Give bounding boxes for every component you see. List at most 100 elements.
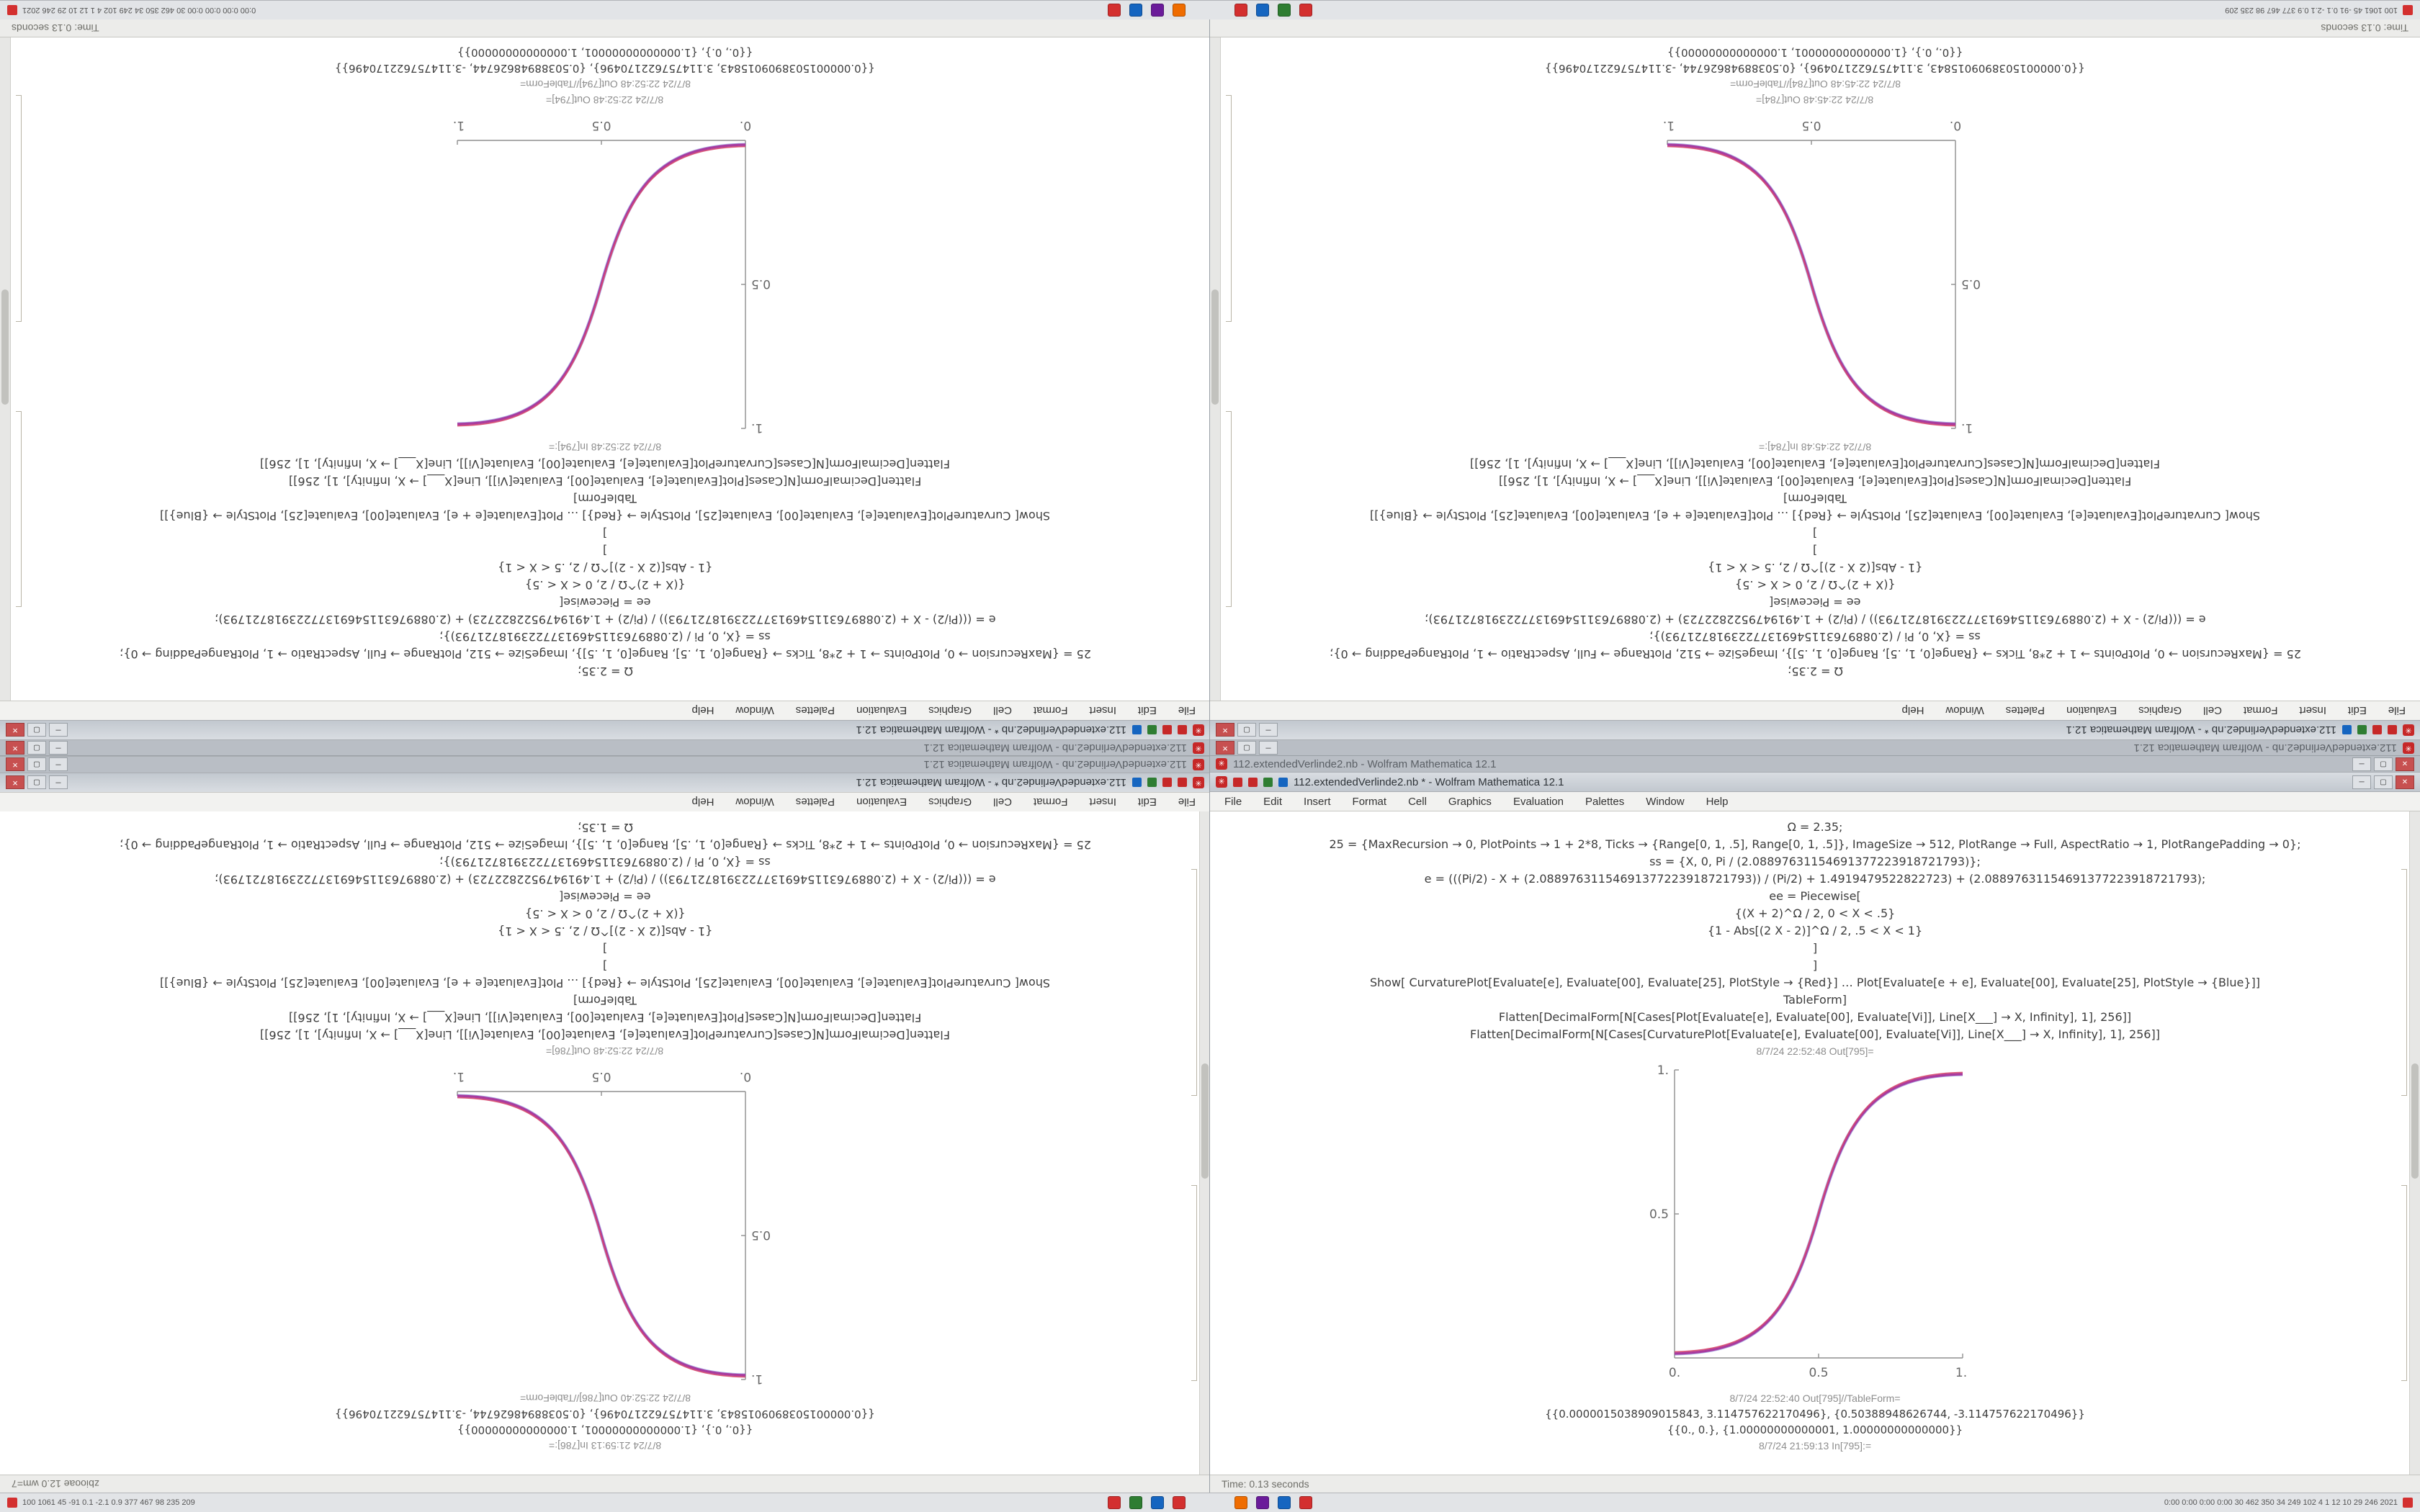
menu-item-format[interactable]: Format xyxy=(1352,795,1387,808)
titlebar-badge-icon[interactable] xyxy=(1162,778,1172,788)
input-code-line[interactable]: Flatten[DecimalForm[N[Cases[Plot[Evaluat… xyxy=(1498,1010,2132,1024)
input-code-line[interactable]: e = (((Pi/2) - X + (2.088976311546913772… xyxy=(214,873,996,886)
input-code-line[interactable]: {(X + 2)^Ω / 2, 0 < X < .5} xyxy=(524,578,686,592)
input-code-line[interactable]: Flatten[DecimalForm[N[Cases[Plot[Evaluat… xyxy=(1498,474,2132,488)
input-code-line[interactable]: ] xyxy=(1812,941,1818,955)
input-code-line[interactable]: ] xyxy=(1812,958,1818,972)
taskbar-app-icon[interactable] xyxy=(1173,1496,1186,1509)
menu-item-graphics[interactable]: Graphics xyxy=(2138,704,2182,717)
minimize-button[interactable]: ─ xyxy=(49,775,68,790)
scrollbar[interactable] xyxy=(1199,811,1210,1475)
window-titlebar-background[interactable]: ✳ 112.extendedVerlinde2.nb - Wolfram Mat… xyxy=(0,756,1210,773)
input-code-line[interactable]: ss = {X, 0, Pi / (2.08897631154691377223… xyxy=(1649,855,1981,868)
menu-item-graphics[interactable]: Graphics xyxy=(928,796,972,809)
menu-item-file[interactable]: File xyxy=(2388,704,2406,717)
window-titlebar-background[interactable]: ✳ 112.extendedVerlinde2.nb - Wolfram Mat… xyxy=(1210,739,2420,756)
input-code-line[interactable]: {1 - Abs[(2 X - 2)]^Ω / 2, .5 < X < 1} xyxy=(497,561,713,575)
menu-item-evaluation[interactable]: Evaluation xyxy=(1512,795,1564,808)
taskbar-app-icon[interactable] xyxy=(1256,1496,1269,1509)
cell-bracket[interactable] xyxy=(1191,1184,1197,1381)
titlebar-badge-icon[interactable] xyxy=(1233,777,1242,787)
input-code-line[interactable]: Show[ CurvaturePlot[Evaluate[e], Evaluat… xyxy=(1369,976,2261,989)
cell-bracket[interactable] xyxy=(16,95,22,322)
scrollbar-thumb[interactable] xyxy=(2411,1063,2419,1179)
input-code-line[interactable]: 25 = {MaxRecursion → 0, PlotPoints → 1 +… xyxy=(1329,837,2301,851)
input-omega-line[interactable]: Ω = 2.35; xyxy=(1787,665,1843,678)
taskbar-app-icon[interactable] xyxy=(1151,4,1164,17)
menu-item-file[interactable]: File xyxy=(1178,704,1196,717)
titlebar-badge-icon[interactable] xyxy=(1162,725,1172,735)
menu-item-format[interactable]: Format xyxy=(1033,796,1068,809)
cell-bracket[interactable] xyxy=(1226,410,1232,607)
maximize-button[interactable]: ▢ xyxy=(1237,741,1256,755)
titlebar-badge-icon[interactable] xyxy=(1132,725,1142,735)
input-code-line[interactable]: {(X + 2)^Ω / 2, 0 < X < .5} xyxy=(1734,906,1896,920)
input-code-line[interactable]: {(X + 2)^Ω / 2, 0 < X < .5} xyxy=(1734,578,1896,592)
cell-bracket[interactable] xyxy=(16,410,22,607)
tray-app-icon[interactable] xyxy=(2403,5,2413,15)
input-code-line[interactable]: Show[ CurvaturePlot[Evaluate[e], Evaluat… xyxy=(1369,509,2261,523)
minimize-button[interactable]: ─ xyxy=(2352,775,2371,789)
menu-item-evaluation[interactable]: Evaluation xyxy=(856,796,908,809)
menu-item-format[interactable]: Format xyxy=(1033,704,1068,717)
menu-item-insert[interactable]: Insert xyxy=(1089,796,1116,809)
taskbar-app-icon[interactable] xyxy=(1173,4,1186,17)
titlebar-badge-icon[interactable] xyxy=(1132,778,1142,788)
maximize-button[interactable]: ▢ xyxy=(27,757,46,772)
taskbar-app-icon[interactable] xyxy=(1278,4,1291,17)
titlebar-badge-icon[interactable] xyxy=(1178,778,1187,788)
menu-item-edit[interactable]: Edit xyxy=(1137,704,1157,717)
menu-item-format[interactable]: Format xyxy=(2243,704,2278,717)
taskbar-app-icon[interactable] xyxy=(1151,1496,1164,1509)
menu-item-cell[interactable]: Cell xyxy=(1408,795,1427,808)
menu-item-palettes[interactable]: Palettes xyxy=(795,704,835,717)
input-code-line[interactable]: Show[ CurvaturePlot[Evaluate[e], Evaluat… xyxy=(159,976,1051,990)
close-button[interactable]: ✕ xyxy=(1216,741,1234,755)
menu-item-cell[interactable]: Cell xyxy=(993,796,1012,809)
taskbar-app-icon[interactable] xyxy=(1278,1496,1291,1509)
menu-item-evaluation[interactable]: Evaluation xyxy=(856,704,908,717)
input-code-line[interactable]: ss = {X, 0, Pi / (2.08897631154691377223… xyxy=(439,630,771,644)
input-code-line[interactable]: e = (((Pi/2) - X + (2.088976311546913772… xyxy=(214,613,996,626)
input-code-line[interactable]: Flatten[DecimalForm[N[Cases[CurvaturePlo… xyxy=(260,1028,950,1042)
menu-item-window[interactable]: Window xyxy=(1945,704,1984,717)
input-code-line[interactable]: ] xyxy=(1812,526,1818,540)
cell-bracket[interactable] xyxy=(2401,869,2407,1096)
input-code-line[interactable]: TableForm] xyxy=(573,492,637,505)
titlebar-badge-icon[interactable] xyxy=(2372,725,2382,735)
cell-bracket[interactable] xyxy=(1226,95,1232,322)
minimize-button[interactable]: ─ xyxy=(1259,723,1278,737)
menu-item-window[interactable]: Window xyxy=(735,704,774,717)
input-code-line[interactable]: Flatten[DecimalForm[N[Cases[CurvaturePlo… xyxy=(260,457,950,471)
menu-item-help[interactable]: Help xyxy=(1706,795,1729,808)
input-code-line[interactable]: 25 = {MaxRecursion → 0, PlotPoints → 1 +… xyxy=(1329,647,2301,661)
menu-item-help[interactable]: Help xyxy=(1901,704,1924,717)
input-code-line[interactable]: TableForm] xyxy=(1783,492,1847,505)
menu-item-help[interactable]: Help xyxy=(691,704,714,717)
menu-item-edit[interactable]: Edit xyxy=(1137,796,1157,809)
taskbar-app-icon[interactable] xyxy=(1234,4,1247,17)
scrollbar[interactable] xyxy=(2409,811,2420,1475)
titlebar-badge-icon[interactable] xyxy=(2388,725,2397,735)
taskbar-app-icon[interactable] xyxy=(1234,1496,1247,1509)
close-button[interactable]: ✕ xyxy=(6,741,24,755)
input-code-line[interactable]: 25 = {MaxRecursion → 0, PlotPoints → 1 +… xyxy=(119,647,1091,661)
input-code-line[interactable]: e = (((Pi/2) - X + (2.088976311546913772… xyxy=(1424,872,2206,886)
titlebar-badge-icon[interactable] xyxy=(1248,777,1258,787)
input-code-line[interactable]: TableForm] xyxy=(573,994,637,1007)
menu-item-edit[interactable]: Edit xyxy=(2347,704,2367,717)
maximize-button[interactable]: ▢ xyxy=(27,741,46,755)
input-code-line[interactable]: Flatten[DecimalForm[N[Cases[CurvaturePlo… xyxy=(1470,457,2160,471)
cell-bracket[interactable] xyxy=(1191,869,1197,1096)
input-code-line[interactable]: {(X + 2)^Ω / 2, 0 < X < .5} xyxy=(524,907,686,921)
menu-item-insert[interactable]: Insert xyxy=(1304,795,1331,808)
titlebar-badge-icon[interactable] xyxy=(2357,725,2367,735)
input-code-line[interactable]: ] xyxy=(602,942,608,955)
scrollbar[interactable] xyxy=(0,37,11,701)
maximize-button[interactable]: ▢ xyxy=(1237,723,1256,737)
window-titlebar[interactable]: ✳ 112.extendedVerlinde2.nb * - Wolfram M… xyxy=(1210,773,2420,792)
menu-item-file[interactable]: File xyxy=(1178,796,1196,809)
menu-item-palettes[interactable]: Palettes xyxy=(795,796,835,809)
input-code-line[interactable]: TableForm] xyxy=(1783,993,1847,1007)
menu-item-palettes[interactable]: Palettes xyxy=(1585,795,1625,808)
